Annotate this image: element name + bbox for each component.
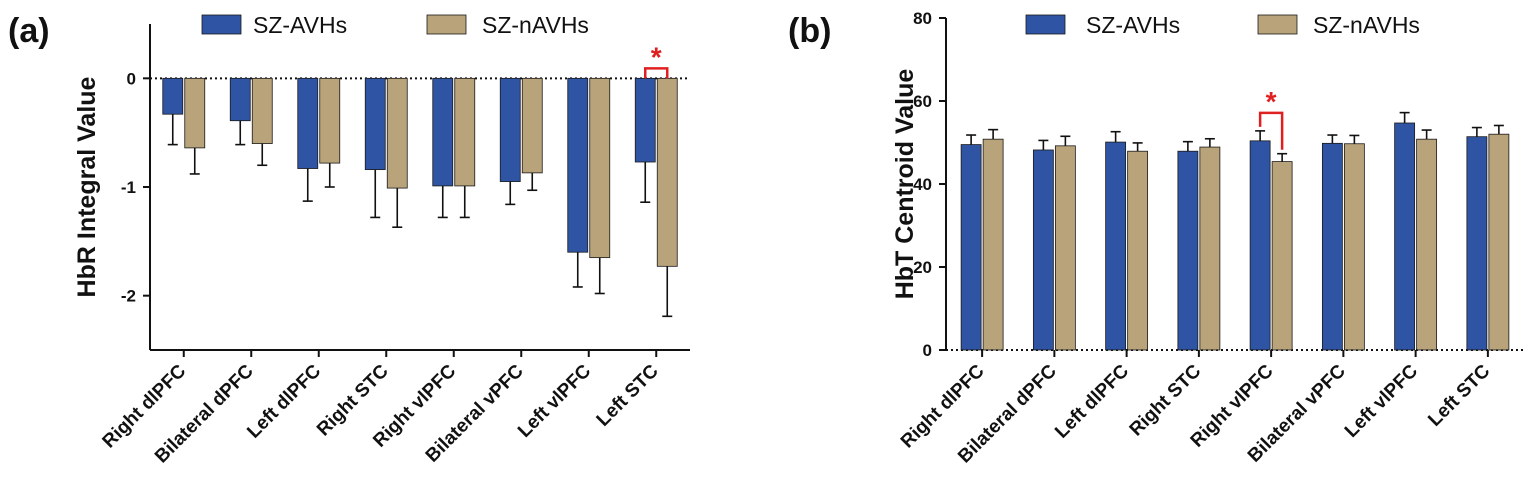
bar-sz-avhs bbox=[1177, 150, 1199, 351]
y-tick-label: 40 bbox=[913, 175, 932, 194]
x-category-label: Left dlPFC bbox=[243, 360, 325, 442]
y-tick-label: 60 bbox=[913, 92, 932, 111]
bar-sz-navhs bbox=[386, 77, 408, 189]
bar-sz-avhs bbox=[162, 77, 184, 115]
y-tick-label: 0 bbox=[923, 341, 932, 360]
bar-sz-navhs bbox=[1416, 138, 1438, 351]
legend-swatch-sz-navhs bbox=[426, 14, 467, 35]
bar-sz-avhs bbox=[1105, 141, 1127, 351]
bar-sz-avhs bbox=[499, 77, 521, 182]
bar-sz-avhs bbox=[1394, 122, 1416, 351]
y-tick-label: -1 bbox=[121, 178, 136, 197]
legend-label-sz-navhs: SZ-nAVHs bbox=[482, 12, 589, 38]
bar-sz-avhs bbox=[634, 77, 656, 163]
bar-sz-navhs bbox=[656, 77, 678, 267]
significance-star: * bbox=[1266, 86, 1277, 117]
legend-swatch-sz-avhs bbox=[201, 14, 242, 35]
y-tick-label: -2 bbox=[121, 287, 136, 306]
x-category-label: Left dlPFC bbox=[1051, 360, 1133, 442]
bar-sz-avhs bbox=[960, 144, 982, 351]
panel-label: (b) bbox=[788, 12, 831, 50]
bar-sz-navhs bbox=[1343, 143, 1365, 351]
x-category-label: Left STC bbox=[1424, 360, 1494, 430]
x-category-label: Left vlPFC bbox=[514, 360, 595, 441]
bar-sz-navhs bbox=[1054, 145, 1076, 351]
legend-label-sz-navhs: SZ-nAVHs bbox=[1313, 12, 1420, 38]
bar-sz-navhs bbox=[1271, 161, 1293, 351]
bar-sz-navhs bbox=[1127, 150, 1149, 351]
x-category-label: Left STC bbox=[593, 360, 663, 430]
panel-label: (a) bbox=[8, 12, 50, 50]
y-axis-title: HbT Centroid Value bbox=[891, 69, 919, 300]
legend-label-sz-avhs: SZ-AVHs bbox=[253, 12, 347, 38]
x-category-label: Right STC bbox=[1126, 360, 1206, 440]
bar-sz-avhs bbox=[1032, 149, 1054, 351]
bar-sz-avhs bbox=[567, 77, 589, 253]
y-tick-label: 80 bbox=[913, 9, 932, 28]
x-category-label: Left vlPFC bbox=[1341, 360, 1422, 441]
bar-sz-avhs bbox=[297, 77, 319, 169]
significance-bracket bbox=[1258, 111, 1284, 150]
bar-sz-navhs bbox=[982, 138, 1004, 351]
legend-swatch-sz-navhs bbox=[1257, 14, 1298, 35]
significance-star: * bbox=[651, 41, 662, 72]
bar-sz-navhs bbox=[454, 77, 476, 187]
bar-sz-avhs bbox=[1249, 140, 1271, 351]
bar-sz-navhs bbox=[521, 77, 543, 174]
bar-sz-avhs bbox=[1321, 142, 1343, 351]
legend-label-sz-avhs: SZ-AVHs bbox=[1086, 12, 1180, 38]
bar-sz-navhs bbox=[1199, 146, 1221, 351]
bar-sz-avhs bbox=[229, 77, 251, 122]
y-tick-label: 0 bbox=[127, 69, 136, 88]
bar-sz-navhs bbox=[184, 77, 206, 149]
y-tick-label: 20 bbox=[913, 258, 932, 277]
bar-sz-navhs bbox=[589, 77, 611, 259]
bar-sz-navhs bbox=[319, 77, 341, 164]
y-axis-title: HbR Integral Value bbox=[73, 76, 101, 297]
legend-swatch-sz-avhs bbox=[1025, 14, 1066, 35]
significance-bracket bbox=[644, 67, 669, 79]
bar-sz-avhs bbox=[1466, 136, 1488, 351]
bar-sz-navhs bbox=[1488, 133, 1510, 351]
bar-sz-avhs bbox=[432, 77, 454, 187]
bar-sz-navhs bbox=[251, 77, 273, 144]
bar-sz-avhs bbox=[364, 77, 386, 171]
